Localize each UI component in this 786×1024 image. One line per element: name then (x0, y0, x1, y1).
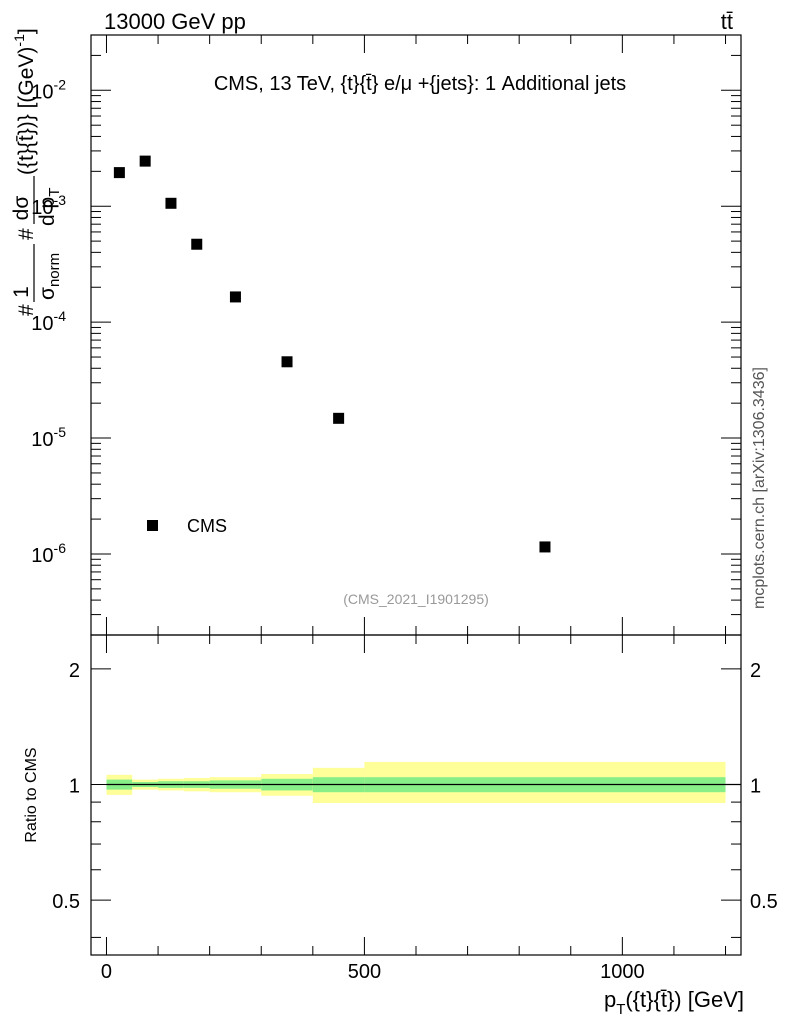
y-title-hash-1: # (15, 304, 38, 316)
y-tick-label: 10-3 (31, 192, 66, 219)
x-tick-label: 500 (348, 961, 381, 983)
main-y-axis: 10-2 10-3 10-4 10-5 10-6 (31, 34, 741, 636)
analysis-tag: (CMS_2021_I1901295) (343, 591, 489, 607)
y-tick-label: 10-2 (31, 76, 66, 103)
y-title-hash-2: # (15, 228, 38, 240)
ratio-y-tick-label: 0.5 (52, 891, 80, 913)
ratio-panel: 2 2 1 1 0.5 0.5 0 500 1000 Ratio to CMS pT({t}{… (23, 634, 778, 1018)
y-title-d-num: dσ (10, 196, 33, 221)
ratio-y-tick-label-right: 1 (750, 776, 761, 798)
ratio-y-tick-label-right: 2 (750, 660, 761, 682)
data-point (139, 155, 151, 167)
ratio-y-tick-label: 2 (69, 660, 80, 682)
data-point (281, 356, 293, 368)
y-title-frac-den: σnorm (36, 253, 63, 300)
x-axis-title: pT({t}{t̄}) [GeV] (604, 987, 744, 1018)
main-x-ticks (105, 35, 727, 635)
ratio-y-axis: 2 2 1 1 0.5 0.5 (52, 660, 778, 938)
ratio-y-tick-label: 1 (69, 776, 80, 798)
y-tick-label: 10-6 (31, 540, 66, 567)
chart-title: CMS, 13 TeV, {t}{t̄} e/μ +{jets}: 1 Addi… (214, 73, 626, 95)
data-point (165, 197, 177, 209)
side-credit: mcplots.cern.ch [arXiv:1306.3436] (751, 367, 768, 609)
ratio-y-title: Ratio to CMS (23, 747, 40, 842)
y-axis-title: # 1 σnorm # dσ d pT ({t}{t̄})} [(GeV)-1] (10, 28, 63, 316)
legend-label: CMS (187, 516, 227, 536)
y-tick-label: 10-5 (31, 424, 66, 451)
y-title-frac-num: 1 (10, 286, 33, 298)
header-energy: 13000 GeV pp (104, 9, 246, 34)
y-title-observable: ({t}{t̄})} [(GeV)-1] (11, 28, 38, 175)
ratio-y-tick-label-right: 0.5 (750, 891, 778, 913)
main-panel-frame (90, 34, 742, 636)
data-point (113, 167, 125, 179)
data-point (539, 541, 551, 553)
header-process: tt̄ (721, 9, 733, 34)
data-point (333, 412, 345, 424)
y-tick-label: 10-4 (31, 308, 66, 335)
ratio-bands (106, 761, 726, 804)
data-point (229, 291, 241, 303)
main-panel: CMS, 13 TeV, {t}{t̄} e/μ +{jets}: 1 Addi… (10, 28, 742, 636)
y-title-d-den: d pT (36, 188, 63, 226)
x-tick-label: 0 (101, 961, 112, 983)
data-point (191, 238, 203, 250)
x-tick-label: 1000 (600, 961, 645, 983)
data-points (113, 155, 551, 553)
legend-marker (147, 520, 158, 531)
ratio-x-axis: 0 500 1000 (101, 635, 727, 983)
